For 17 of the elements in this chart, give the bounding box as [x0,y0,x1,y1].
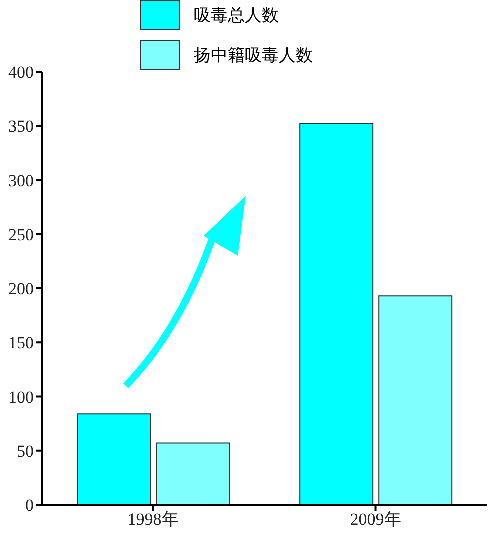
x-tick-label: 2009年 [350,510,402,530]
y-tick-label: 100 [8,388,34,407]
y-tick-label: 300 [8,171,34,190]
bar [300,123,374,505]
x-tick-label: 1998年 [128,510,179,530]
y-tick-label: 350 [8,117,34,136]
bar [378,296,453,505]
y-tick-label: 50 [17,442,34,461]
bar [156,442,230,505]
y-tick-label: 400 [8,63,34,82]
y-tick-label: 250 [8,225,34,244]
bar [77,414,152,505]
legend-label: 扬中籍吸毒人数 [194,44,313,66]
y-tick-label: 150 [8,334,34,353]
y-tick-label: 200 [8,280,34,299]
y-tick-label: 0 [26,496,34,516]
legend-label: 吸毒总人数 [194,4,279,26]
